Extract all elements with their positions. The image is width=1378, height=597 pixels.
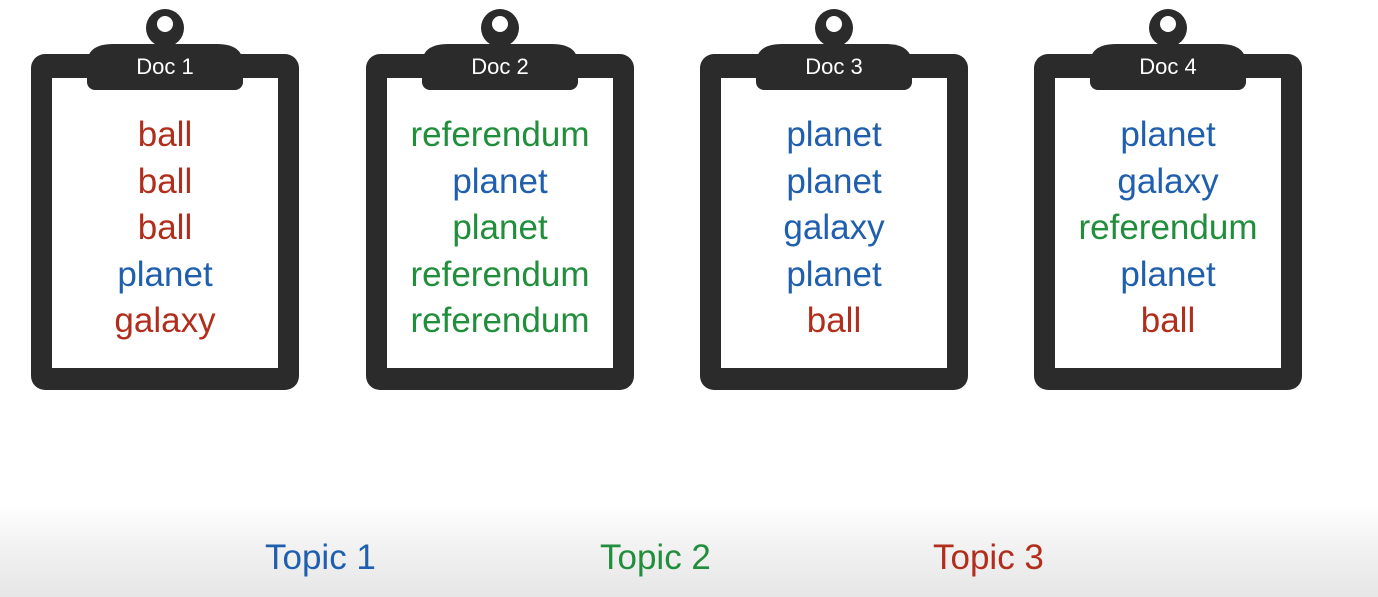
word-list: ball ball ball planet galaxy <box>31 112 299 345</box>
word-ball: ball <box>137 208 193 247</box>
word-ball: ball <box>137 161 193 201</box>
topic-2-label: Topic 2 <box>600 538 711 577</box>
word-list: planet galaxy referendum planet ball <box>1034 112 1302 345</box>
clipboard-doc-1: Doc 1 ball ball ball planet galaxy <box>31 6 299 390</box>
word-galaxy: galaxy <box>114 301 216 340</box>
word-planet: planet <box>452 208 548 247</box>
word-galaxy: galaxy <box>783 208 885 247</box>
clipboard-icon <box>31 9 299 390</box>
clipboard-icon <box>366 9 634 390</box>
clipboard-doc-3: Doc 3 planet planet galaxy planet ball <box>700 6 968 390</box>
word-planet: planet <box>786 161 882 201</box>
word-referendum: referendum <box>1078 208 1258 247</box>
word-ball: ball <box>806 301 862 340</box>
word-referendum: referendum <box>410 301 590 340</box>
word-referendum: referendum <box>410 254 590 294</box>
word-ball: ball <box>137 115 193 154</box>
clipboard-doc-2: Doc 2 referendum planet planet referendum re… <box>366 6 634 390</box>
word-planet: planet <box>1120 115 1216 154</box>
word-ball: ball <box>1140 301 1196 340</box>
word-referendum: referendum <box>410 115 590 154</box>
clipboard-doc-4: Doc 4 planet galaxy referendum planet ball <box>1034 6 1302 390</box>
word-planet: planet <box>117 254 213 294</box>
topic-3-label: Topic 3 <box>933 538 1044 577</box>
word-list: referendum planet planet referendum referend… <box>366 112 634 345</box>
doc-label: Doc 1 <box>136 54 194 79</box>
word-planet: planet <box>786 115 882 154</box>
topic-legend-band <box>0 505 1378 597</box>
doc-label: Doc 3 <box>805 54 863 79</box>
topic-1-label: Topic 1 <box>265 538 376 577</box>
clipboard-icon <box>1034 9 1302 390</box>
word-planet: planet <box>1120 254 1216 294</box>
word-list: planet planet galaxy planet ball <box>700 112 968 345</box>
word-planet: planet <box>452 161 548 201</box>
doc-label: Doc 2 <box>471 54 529 79</box>
clipboard-icon <box>700 9 968 390</box>
doc-label: Doc 4 <box>1139 54 1197 79</box>
word-planet: planet <box>786 254 882 294</box>
word-galaxy: galaxy <box>1117 161 1219 201</box>
